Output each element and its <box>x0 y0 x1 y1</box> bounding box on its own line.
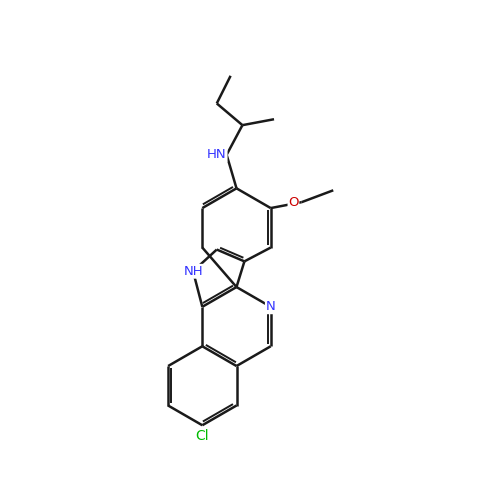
Text: HN: HN <box>207 148 227 162</box>
Text: NH: NH <box>184 265 203 278</box>
Text: N: N <box>266 300 276 314</box>
Text: Cl: Cl <box>196 429 209 443</box>
Text: O: O <box>288 196 298 208</box>
